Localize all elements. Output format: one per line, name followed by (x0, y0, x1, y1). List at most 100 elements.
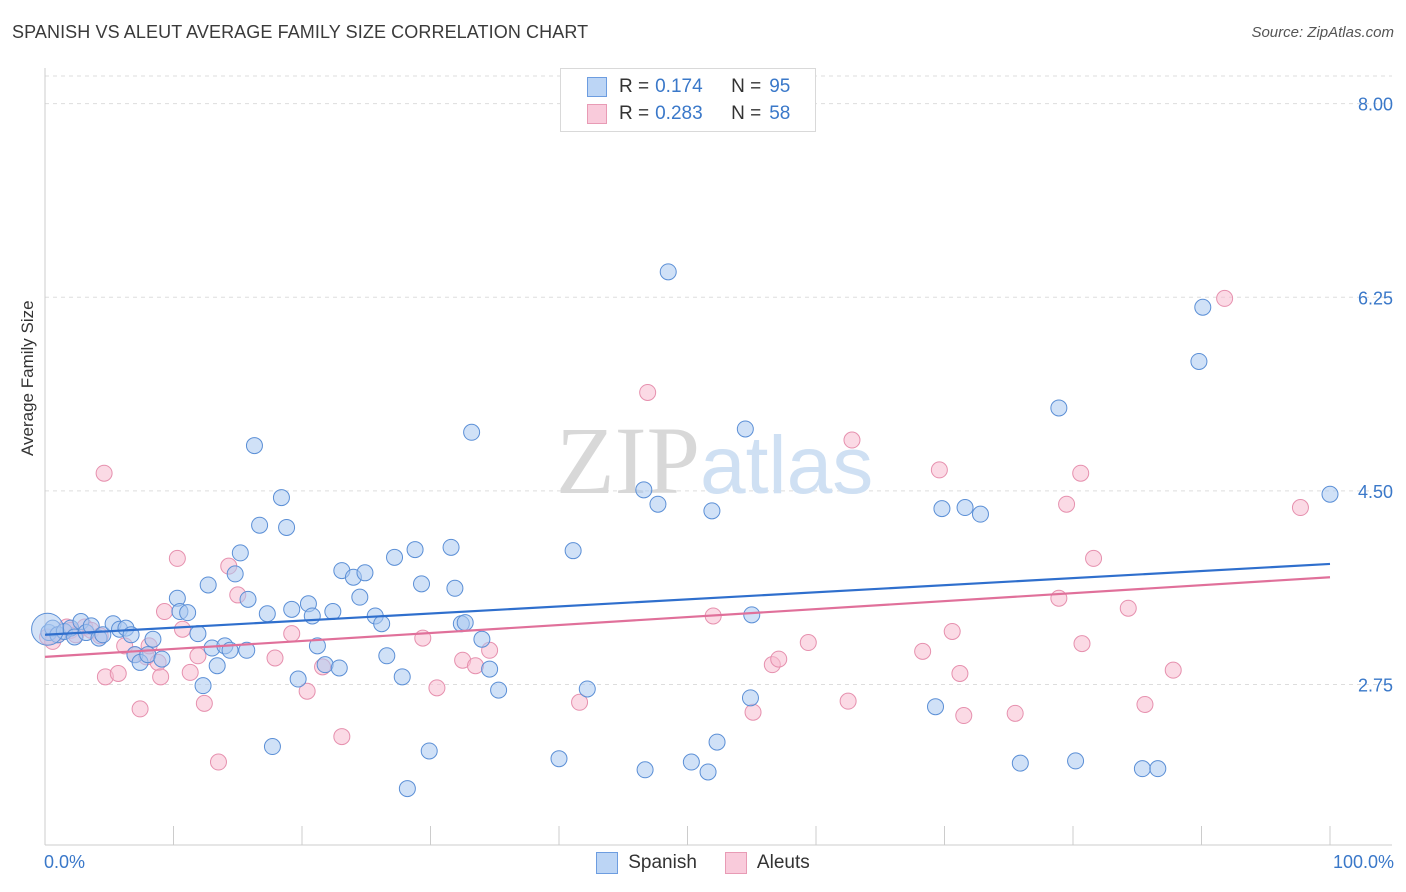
aleut-point (770, 650, 788, 668)
legend-r-value: 0.283 (655, 103, 703, 124)
spanish-point (659, 263, 677, 281)
watermark-zip: ZIP (556, 407, 700, 514)
aleut-point (744, 703, 762, 721)
spanish-point (199, 576, 217, 594)
spanish-point (245, 437, 263, 455)
aleut-point (1136, 695, 1154, 713)
spanish-point (272, 489, 290, 507)
spanish-point (649, 495, 667, 513)
spanish-point (153, 650, 171, 668)
aleut-point (181, 663, 199, 681)
aleut-point (955, 707, 973, 725)
spanish-point (413, 575, 431, 593)
spanish-points (31, 263, 1339, 798)
legend-swatch-aleuts (587, 104, 607, 124)
aleut-point (1216, 289, 1234, 307)
spanish-point (263, 738, 281, 756)
y-tick-label: 8.00 (1358, 95, 1393, 115)
y-tick-label: 2.75 (1358, 676, 1393, 696)
spanish-point (278, 518, 296, 536)
series-swatch-aleuts (724, 852, 747, 874)
aleut-point (466, 657, 484, 675)
legend-swatch-spanish (587, 77, 607, 97)
trend-lines (44, 562, 1331, 658)
aleut-point (333, 728, 351, 746)
spanish-point (463, 423, 481, 441)
aleut-point (109, 664, 127, 682)
correlation-legend: R = 0.174 N = 95 R = 0.283 N = 58 (560, 68, 816, 132)
aleut-point (943, 622, 961, 640)
aleut-point (131, 700, 149, 718)
aleut-point (914, 642, 932, 660)
series-legend-spanish[interactable]: Spanish (596, 852, 697, 874)
series-legend-aleuts[interactable]: Aleuts (724, 852, 810, 874)
chart-title: SPANISH VS ALEUT AVERAGE FAMILY SIZE COR… (12, 22, 589, 42)
spanish-point (956, 499, 974, 517)
spanish-point (1067, 752, 1085, 770)
spanish-point (324, 603, 342, 621)
aleut-point (951, 664, 969, 682)
aleut-point (209, 753, 227, 771)
spanish-point (1133, 760, 1151, 778)
spanish-point (473, 630, 491, 648)
spanish-trend-line (44, 562, 1331, 636)
legend-row-spanish: R = 0.174 N = 95 (587, 74, 790, 100)
aleut-trend-line (44, 576, 1331, 658)
aleut-point (283, 625, 301, 643)
aleut-point (839, 692, 857, 710)
spanish-point (316, 656, 334, 674)
legend-n-label: N = (731, 103, 762, 124)
aleut-point (1006, 704, 1024, 722)
aleut-point (1058, 495, 1076, 513)
spanish-point (446, 579, 464, 597)
series-swatch-spanish (596, 852, 619, 874)
spanish-point (708, 733, 726, 751)
spanish-point (420, 742, 438, 760)
aleut-point (173, 620, 191, 638)
series-legend: Spanish Aleuts (0, 852, 1406, 874)
aleut-point (428, 679, 446, 697)
aleut-point (266, 649, 284, 667)
spanish-point (356, 564, 374, 582)
spanish-point (398, 780, 416, 798)
aleut-point (930, 461, 948, 479)
legend-n-label: N = (731, 76, 762, 97)
aleut-point (152, 668, 170, 686)
spanish-point (351, 588, 369, 606)
axes (44, 68, 1392, 846)
spanish-point (1149, 760, 1167, 778)
aleut-point (1072, 464, 1090, 482)
legend-r-label: R = (619, 103, 650, 124)
spanish-point (442, 538, 460, 556)
y-tick-label: 6.25 (1358, 288, 1393, 308)
aleut-point (1119, 599, 1137, 617)
y-tick-label: 4.50 (1358, 482, 1393, 502)
spanish-point (406, 541, 424, 559)
aleut-point (1164, 661, 1182, 679)
spanish-point (635, 481, 653, 499)
spanish-point (699, 763, 717, 781)
spanish-point (927, 698, 945, 716)
legend-n-value: 95 (769, 76, 791, 97)
spanish-point (239, 590, 257, 608)
aleut-point (1073, 635, 1091, 653)
aleut-point (189, 647, 207, 665)
aleut-point (571, 693, 589, 711)
spanish-point (289, 670, 307, 688)
y-tick-labels: 2.75 4.50 6.25 8.00 (1358, 95, 1393, 696)
spanish-point (308, 637, 326, 655)
spanish-point (743, 606, 761, 624)
spanish-point (330, 659, 348, 677)
spanish-point (636, 761, 654, 779)
legend-r-label: R = (619, 76, 650, 97)
spanish-point (373, 615, 391, 633)
spanish-point (144, 630, 162, 648)
spanish-point (378, 647, 396, 665)
aleut-point (1085, 549, 1103, 567)
spanish-point (179, 604, 197, 622)
spanish-point (456, 614, 474, 632)
spanish-point (194, 677, 212, 695)
aleut-point (843, 431, 861, 449)
spanish-point (82, 617, 100, 635)
